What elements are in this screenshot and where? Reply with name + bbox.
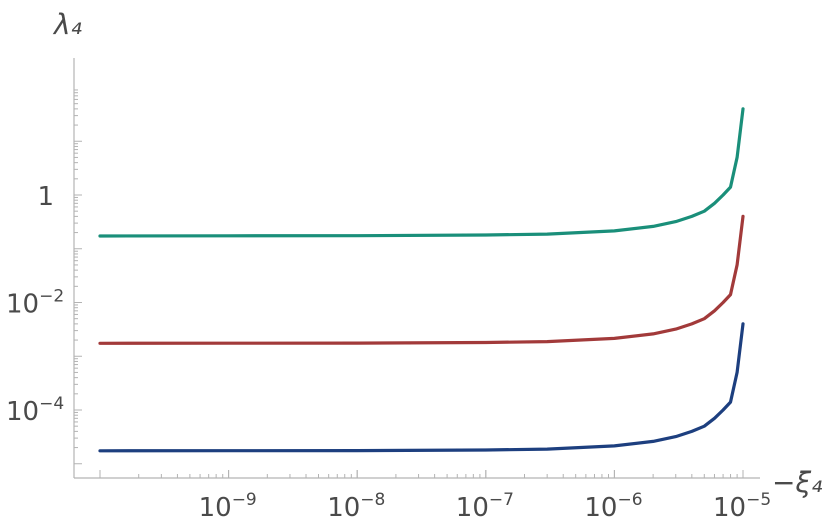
x-tick-base: 10 [713,493,746,523]
series-group [98,107,745,453]
x-tick-exponent: −9 [232,490,257,510]
y-axis-label: λ₄ [52,8,82,41]
x-tick-base: 10 [584,493,617,523]
x-tick-label: 10−6 [584,490,642,523]
y-tick-label: 1 [37,182,54,212]
x-tick-exponent: −8 [360,490,385,510]
y-tick-base: 10 [6,397,39,427]
x-tick-base: 10 [199,493,232,523]
x-tick-label: 10−8 [327,490,385,523]
x-tick-exponent: −5 [746,490,771,510]
series-line-2 [98,214,745,345]
y-tick-label: 10−4 [6,394,64,427]
y-tick-base: 10 [6,290,39,320]
x-tick-label: 10−7 [456,490,514,523]
x-tick-label: 10−5 [713,490,771,523]
y-tick-label: 10−2 [6,287,64,320]
series-line-3 [98,322,745,453]
x-tick-base: 10 [456,493,489,523]
y-tick-exponent: −4 [39,394,64,414]
x-tick-exponent: −7 [489,490,514,510]
tick-labels: 110−210−410−9 10−8 10−7 10−6 10−5 [6,182,771,523]
x-tick-label: 10−9 [199,490,257,523]
x-axis-label: −ξ₄ [772,466,822,499]
axes [73,58,760,479]
series-line-1 [98,107,745,238]
x-tick-base: 10 [327,493,360,523]
y-tick-exponent: −2 [39,287,64,307]
x-tick-exponent: −6 [617,490,642,510]
